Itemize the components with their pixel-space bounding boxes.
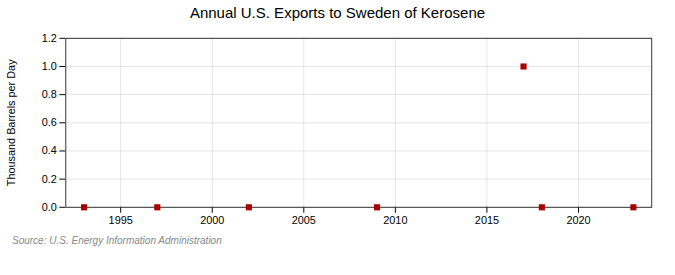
svg-text:2010: 2010: [383, 214, 407, 226]
svg-text:1995: 1995: [109, 214, 133, 226]
html-text:Source: U.S. Energy Informatio: Source: U.S. Energy Information Administ…: [12, 235, 222, 247]
svg-text:0.0: 0.0: [42, 201, 57, 213]
svg-text:2015: 2015: [475, 214, 499, 226]
svg-text:2005: 2005: [292, 214, 316, 226]
svg-text:1.0: 1.0: [42, 60, 57, 72]
svg-text:2000: 2000: [200, 214, 224, 226]
svg-text:1.2: 1.2: [42, 32, 57, 44]
svg-text:2020: 2020: [566, 214, 590, 226]
svg-text:Thousand Barrels per Day: Thousand Barrels per Day: [5, 59, 17, 186]
svg-text:0.4: 0.4: [42, 144, 57, 156]
svg-text:0.6: 0.6: [42, 116, 57, 128]
html-text:Annual U.S. Exports to Sweden: Annual U.S. Exports to Sweden of Kerosen…: [189, 4, 486, 21]
svg-text:0.8: 0.8: [42, 88, 57, 100]
svg-text:0.2: 0.2: [42, 173, 57, 185]
